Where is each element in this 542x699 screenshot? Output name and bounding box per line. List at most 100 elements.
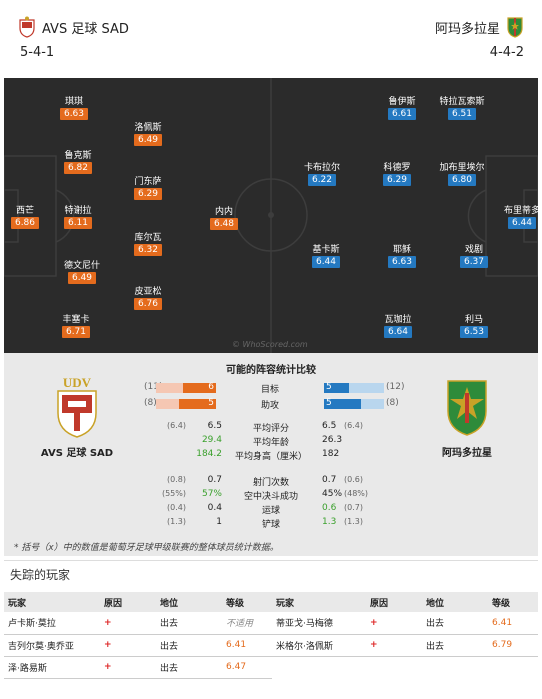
player-rating: 6.48 (209, 218, 239, 230)
away-player[interactable]: 戏剧 6.37 (444, 244, 504, 268)
player-name: 戏剧 (464, 245, 483, 255)
player-rating: 6.51 (447, 108, 477, 120)
stat-away-value: 5 (326, 398, 332, 408)
table-row[interactable]: 吉列尔莫·奥乔亚 + 出去 6.41 (4, 634, 272, 657)
stat-away-paren: (6.4) (344, 421, 363, 430)
away-crest-icon (507, 17, 523, 38)
col-player: 玩家 (272, 592, 366, 612)
player-name: 耶稣 (392, 245, 411, 255)
home-player[interactable]: 鲁克斯 6.82 (48, 150, 108, 174)
home-player[interactable]: 丰塞卡 6.71 (46, 314, 106, 338)
away-player[interactable]: 科德罗 6.29 (367, 162, 427, 186)
player-rating: 6.37 (459, 256, 489, 268)
stats-title: 可能的阵容统计比较 (226, 365, 316, 376)
player-rating: 6.86 (10, 217, 40, 229)
stat-home-bar (183, 383, 216, 393)
stat-home-paren: (1.3) (167, 517, 186, 526)
player-name: 鲁伊斯 (388, 97, 416, 107)
table-row[interactable]: 泽·路易斯 + 出去 6.47 (4, 656, 272, 679)
player-name: 鲁克斯 (64, 151, 92, 161)
player-rating: 6.53 (459, 326, 489, 338)
home-player[interactable]: 门东萨 6.29 (118, 176, 178, 200)
home-player[interactable]: 洛佩斯 6.49 (118, 122, 178, 146)
stat-away-value: 5 (326, 382, 332, 392)
player-name: 特拉瓦索斯 (439, 97, 485, 107)
missing-player-name: 泽·路易斯 (4, 656, 100, 679)
stat-home-paren: (11) (144, 382, 163, 392)
stats-away-team: 阿玛多拉星 (422, 375, 512, 459)
away-player[interactable]: 鲁伊斯 6.61 (372, 96, 432, 120)
table-row[interactable]: 卢卡斯·莫拉 + 出去 不适用 (4, 612, 272, 635)
missing-level: 6.79 (488, 634, 538, 657)
player-rating: 6.76 (133, 298, 163, 310)
player-rating: 6.61 (387, 108, 417, 120)
stats-panel: 可能的阵容统计比较 UDV AVS 足球 SAD 阿玛多拉星 (11) 6 目标 5 (… (4, 353, 538, 556)
player-name: 洛佩斯 (134, 123, 162, 133)
stats-footnote: * 括号（x）中的数值是葡萄牙足球甲级联赛的整体球员统计数据。 (14, 543, 279, 553)
table-row[interactable]: 米格尔·洛佩斯 + 出去 6.79 (272, 634, 538, 657)
stat-home-value: 29.4 (201, 435, 222, 445)
away-player[interactable]: 特拉瓦索斯 6.51 (432, 96, 492, 120)
player-rating: 6.11 (63, 217, 93, 229)
pitch-lines (4, 78, 538, 353)
stat-away-paren: (12) (386, 382, 405, 392)
stat-label: 运球 (261, 506, 280, 516)
player-name: 布里蒂多 (503, 206, 538, 216)
missing-level: 6.41 (488, 612, 538, 635)
home-team[interactable]: AVS 足球 SAD (18, 16, 129, 38)
missing-status: 出去 (156, 612, 222, 635)
player-rating: 6.32 (133, 244, 163, 256)
home-crest-icon (19, 16, 35, 38)
player-rating: 6.63 (387, 256, 417, 268)
away-player[interactable]: 利马 6.53 (444, 314, 504, 338)
injury-icon: + (366, 634, 422, 657)
match-header: AVS 足球 SAD 阿玛多拉星 5-4-1 4-4-2 (0, 0, 542, 78)
stat-label: 空中决斗成功 (243, 492, 298, 502)
stat-label: 平均年龄 (252, 438, 289, 448)
player-rating: 6.71 (61, 326, 91, 338)
stat-away-bar (324, 399, 361, 409)
missing-status: 出去 (422, 612, 488, 635)
home-player[interactable]: 德文尼什 6.49 (52, 260, 112, 284)
away-player[interactable]: 基卡斯 6.44 (296, 244, 356, 268)
home-team-name: AVS 足球 SAD (42, 21, 129, 37)
player-rating: 6.63 (59, 108, 89, 120)
away-team-name: 阿玛多拉星 (434, 21, 500, 37)
stat-home-bar (179, 399, 216, 409)
injury-icon: + (100, 634, 156, 657)
away-player[interactable]: 加布里埃尔 6.80 (432, 162, 492, 186)
missing-status: 出去 (156, 656, 222, 679)
home-player[interactable]: 皮亚松 6.76 (118, 286, 178, 310)
stat-home-value: 184.2 (196, 449, 222, 459)
player-rating: 6.49 (133, 134, 163, 146)
stats-home-team-name: AVS 足球 SAD (40, 448, 114, 459)
home-formation: 5-4-1 (20, 45, 55, 60)
player-name: 琪琪 (64, 97, 83, 107)
away-team[interactable]: 阿玛多拉星 (435, 16, 524, 38)
stat-away-paren: (1.3) (344, 517, 363, 526)
away-player[interactable]: 布里蒂多 6.44 (492, 205, 538, 229)
col-level: 等级 (488, 592, 538, 612)
stat-label: 目标 (260, 385, 279, 395)
away-player[interactable]: 卡布拉尔 6.22 (292, 162, 352, 186)
home-player[interactable]: 内内 6.48 (194, 206, 254, 230)
player-name: 科德罗 (383, 163, 411, 173)
stat-away-paren: (0.6) (344, 475, 363, 484)
stat-home-paren: (0.4) (167, 503, 186, 512)
table-row[interactable]: 蒂亚戈·马梅德 + 出去 6.41 (272, 612, 538, 635)
stats-home-team: UDV AVS 足球 SAD (32, 375, 122, 459)
home-player[interactable]: 琪琪 6.63 (44, 96, 104, 120)
stat-away-value: 0.6 (322, 503, 337, 513)
stat-home-paren: (0.8) (167, 475, 186, 484)
away-player[interactable]: 瓦珈拉 6.64 (368, 314, 428, 338)
player-name: 卡布拉尔 (303, 163, 340, 173)
player-rating: 6.82 (63, 162, 93, 174)
home-player[interactable]: 库尔瓦 6.32 (118, 232, 178, 256)
stat-away-value: 45% (322, 489, 343, 499)
missing-table-right: 玩家 原因 地位 等级 蒂亚戈·马梅德 + 出去 6.41 米格尔·洛佩斯 + 出去 6.79 (272, 592, 538, 657)
away-player[interactable]: 耶稣 6.63 (372, 244, 432, 268)
home-player[interactable]: 西芒 6.86 (4, 205, 55, 229)
missing-player-name: 米格尔·洛佩斯 (272, 634, 366, 657)
home-player[interactable]: 特谢拉 6.11 (48, 205, 108, 229)
missing-level: 不适用 (222, 612, 272, 635)
